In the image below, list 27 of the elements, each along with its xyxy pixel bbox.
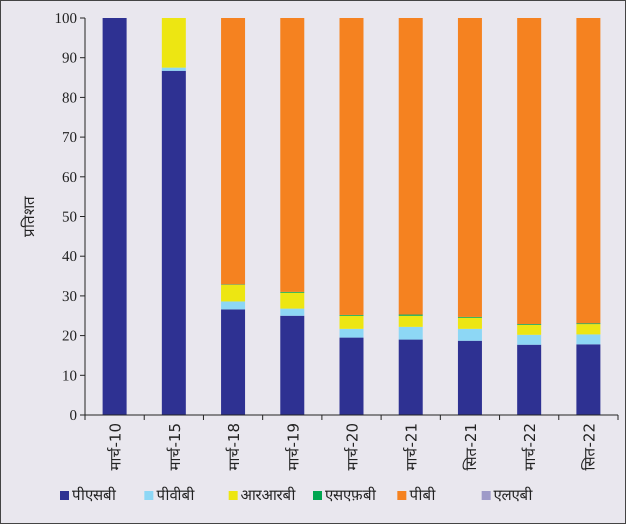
x-tick-label: मार्च-18 — [225, 423, 244, 470]
y-tick-label: 20 — [62, 328, 77, 345]
y-tick-label: 10 — [62, 368, 77, 384]
x-tick-label: मार्च-10 — [106, 423, 125, 470]
legend-label: आरआरबी — [240, 486, 297, 504]
x-tick-label: सित-22 — [580, 423, 598, 470]
y-tick-label: 100 — [54, 11, 77, 27]
y-tick-label: 70 — [62, 130, 77, 146]
y-axis-title: प्रतिशत — [20, 196, 38, 237]
x-tick-label: मार्च-15 — [166, 423, 184, 470]
y-tick-label: 30 — [62, 288, 77, 305]
y-tick-label: 90 — [62, 50, 77, 67]
legend-label: पीबी — [409, 486, 436, 504]
legend-label: एसएफ़बी — [325, 486, 377, 504]
x-tick-label: मार्च-22 — [521, 423, 540, 470]
x-tick-label: मार्च-21 — [402, 423, 421, 470]
y-tick-label: 40 — [62, 249, 77, 266]
legend-label: एलएबी — [494, 486, 534, 504]
x-tick-label: मार्च-20 — [344, 423, 362, 470]
y-tick-label: 50 — [62, 210, 77, 226]
legend-label: पीएसबी — [72, 486, 117, 504]
y-tick-label: 80 — [62, 90, 77, 106]
y-tick-label: 60 — [62, 170, 77, 186]
y-tick-label: 0 — [70, 408, 77, 424]
x-tick-label: सित-21 — [462, 423, 480, 470]
x-tick-label: मार्च-19 — [284, 423, 302, 470]
legend-label: पीवीबी — [156, 486, 196, 504]
